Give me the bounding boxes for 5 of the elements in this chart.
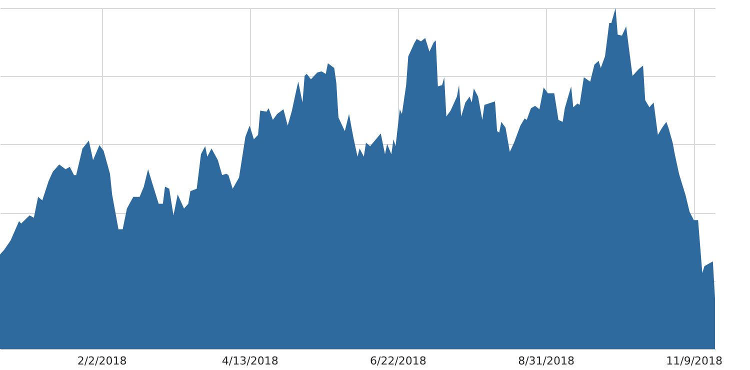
x-tick-label: 11/9/2018	[666, 354, 723, 368]
x-tick-label: 8/31/2018	[518, 354, 574, 368]
x-tick-label: 4/13/2018	[222, 354, 278, 368]
x-tick-label: 6/22/2018	[370, 354, 426, 368]
x-tick-label: 2/2/2018	[77, 354, 127, 368]
